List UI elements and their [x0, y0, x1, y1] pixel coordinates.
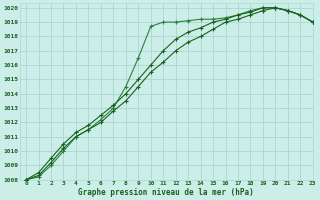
- X-axis label: Graphe pression niveau de la mer (hPa): Graphe pression niveau de la mer (hPa): [78, 188, 254, 197]
